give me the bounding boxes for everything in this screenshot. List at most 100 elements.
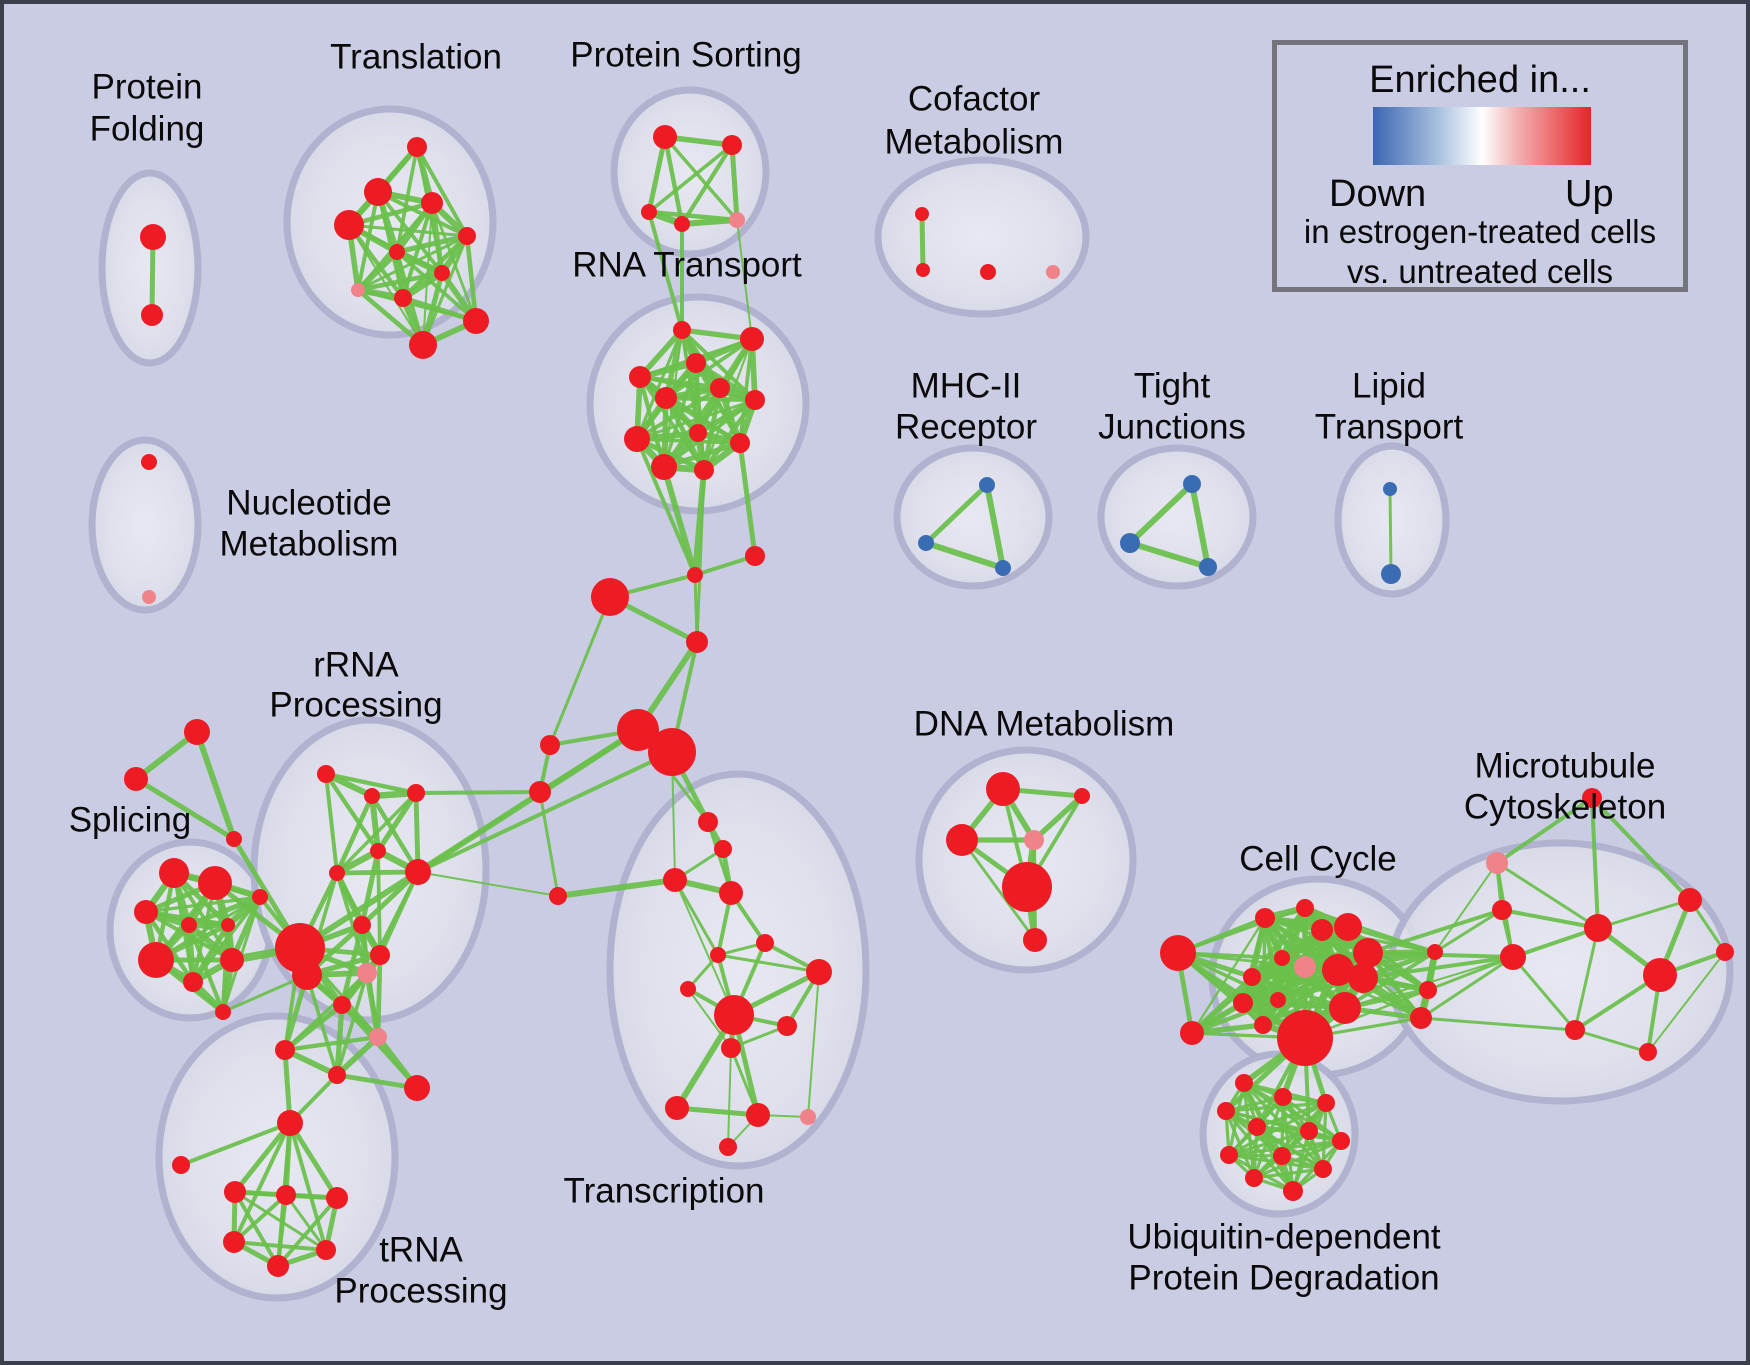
gene-set-node[interactable] [142, 590, 156, 604]
gene-set-node[interactable] [370, 945, 390, 965]
gene-set-node[interactable] [1183, 475, 1201, 493]
gene-set-node[interactable] [745, 390, 765, 410]
gene-set-node[interactable] [694, 460, 714, 480]
gene-set-node[interactable] [740, 327, 764, 351]
gene-set-node[interactable] [663, 868, 687, 892]
gene-set-node[interactable] [1274, 1088, 1292, 1106]
gene-set-node[interactable] [1584, 914, 1612, 942]
gene-set-node[interactable] [328, 1066, 346, 1084]
gene-set-node[interactable] [1294, 956, 1316, 978]
gene-set-node[interactable] [1500, 944, 1526, 970]
gene-set-node[interactable] [1716, 943, 1734, 961]
gene-set-node[interactable] [1353, 938, 1383, 968]
gene-set-node[interactable] [980, 264, 996, 280]
gene-set-node[interactable] [421, 192, 443, 214]
gene-set-node[interactable] [458, 227, 476, 245]
gene-set-node[interactable] [719, 1138, 737, 1156]
gene-set-node[interactable] [1492, 900, 1512, 920]
gene-set-node[interactable] [721, 1038, 741, 1058]
gene-set-node[interactable] [1046, 265, 1060, 279]
gene-set-node[interactable] [463, 308, 489, 334]
gene-set-node[interactable] [686, 353, 706, 373]
gene-set-node[interactable] [729, 212, 745, 228]
gene-set-node[interactable] [184, 719, 210, 745]
gene-set-node[interactable] [1283, 1181, 1303, 1201]
gene-set-node[interactable] [1199, 558, 1217, 576]
gene-set-node[interactable] [651, 454, 677, 480]
gene-set-node[interactable] [1486, 852, 1508, 874]
gene-set-node[interactable] [316, 1240, 336, 1260]
gene-set-node[interactable] [1296, 899, 1314, 917]
gene-set-node[interactable] [224, 1181, 246, 1203]
gene-set-node[interactable] [370, 843, 386, 859]
gene-set-node[interactable] [140, 224, 166, 250]
gene-set-node[interactable] [624, 426, 650, 452]
gene-set-node[interactable] [1255, 908, 1275, 928]
gene-set-node[interactable] [223, 1231, 245, 1253]
gene-set-node[interactable] [394, 289, 412, 307]
gene-set-node[interactable] [1023, 928, 1047, 952]
gene-set-node[interactable] [710, 947, 726, 963]
gene-set-node[interactable] [159, 858, 189, 888]
gene-set-node[interactable] [686, 631, 708, 653]
gene-set-node[interactable] [353, 916, 371, 934]
gene-set-node[interactable] [674, 216, 690, 232]
gene-set-node[interactable] [722, 135, 742, 155]
gene-set-node[interactable] [800, 1109, 816, 1125]
gene-set-node[interactable] [1120, 533, 1140, 553]
gene-set-node[interactable] [141, 454, 157, 470]
gene-set-node[interactable] [1233, 993, 1253, 1013]
gene-set-node[interactable] [641, 204, 657, 220]
gene-set-node[interactable] [1410, 1007, 1432, 1029]
gene-set-node[interactable] [1311, 919, 1333, 941]
gene-set-node[interactable] [1220, 1146, 1238, 1164]
gene-set-node[interactable] [369, 1028, 387, 1046]
gene-set-node[interactable] [1248, 1118, 1266, 1136]
gene-set-node[interactable] [220, 948, 244, 972]
gene-set-node[interactable] [1678, 888, 1702, 912]
gene-set-node[interactable] [995, 560, 1011, 576]
gene-set-node[interactable] [409, 331, 437, 359]
gene-set-node[interactable] [1024, 830, 1044, 850]
gene-set-node[interactable] [710, 378, 730, 398]
gene-set-node[interactable] [1300, 1122, 1318, 1140]
gene-set-node[interactable] [215, 1004, 231, 1020]
gene-set-node[interactable] [540, 735, 560, 755]
gene-set-node[interactable] [1322, 954, 1354, 986]
gene-set-node[interactable] [648, 728, 696, 776]
gene-set-node[interactable] [1329, 992, 1361, 1024]
gene-set-node[interactable] [730, 433, 750, 453]
gene-set-node[interactable] [172, 1156, 190, 1174]
gene-set-node[interactable] [946, 824, 978, 856]
gene-set-node[interactable] [1381, 564, 1401, 584]
gene-set-node[interactable] [198, 866, 232, 900]
gene-set-node[interactable] [334, 210, 364, 240]
gene-set-node[interactable] [1334, 913, 1362, 941]
gene-set-node[interactable] [333, 996, 351, 1014]
gene-set-node[interactable] [276, 1185, 296, 1205]
gene-set-node[interactable] [138, 942, 174, 978]
gene-set-node[interactable] [1235, 1074, 1253, 1092]
gene-set-node[interactable] [267, 1255, 289, 1277]
gene-set-node[interactable] [221, 918, 235, 932]
gene-set-node[interactable] [1274, 950, 1290, 966]
gene-set-node[interactable] [1348, 963, 1378, 993]
gene-set-node[interactable] [680, 981, 696, 997]
gene-set-node[interactable] [1383, 482, 1397, 496]
gene-set-node[interactable] [719, 881, 743, 905]
gene-set-node[interactable] [777, 1016, 797, 1036]
gene-set-node[interactable] [351, 283, 365, 297]
gene-set-node[interactable] [714, 840, 732, 858]
gene-set-node[interactable] [745, 546, 765, 566]
gene-set-node[interactable] [364, 788, 380, 804]
gene-set-node[interactable] [1332, 1132, 1350, 1150]
gene-set-node[interactable] [329, 865, 345, 881]
gene-set-node[interactable] [434, 265, 450, 281]
gene-set-node[interactable] [407, 137, 427, 157]
gene-set-node[interactable] [1419, 981, 1437, 999]
gene-set-node[interactable] [673, 321, 691, 339]
gene-set-node[interactable] [1277, 1010, 1333, 1066]
gene-set-node[interactable] [1273, 1147, 1291, 1165]
gene-set-node[interactable] [1427, 944, 1443, 960]
gene-set-node[interactable] [1217, 1102, 1235, 1120]
